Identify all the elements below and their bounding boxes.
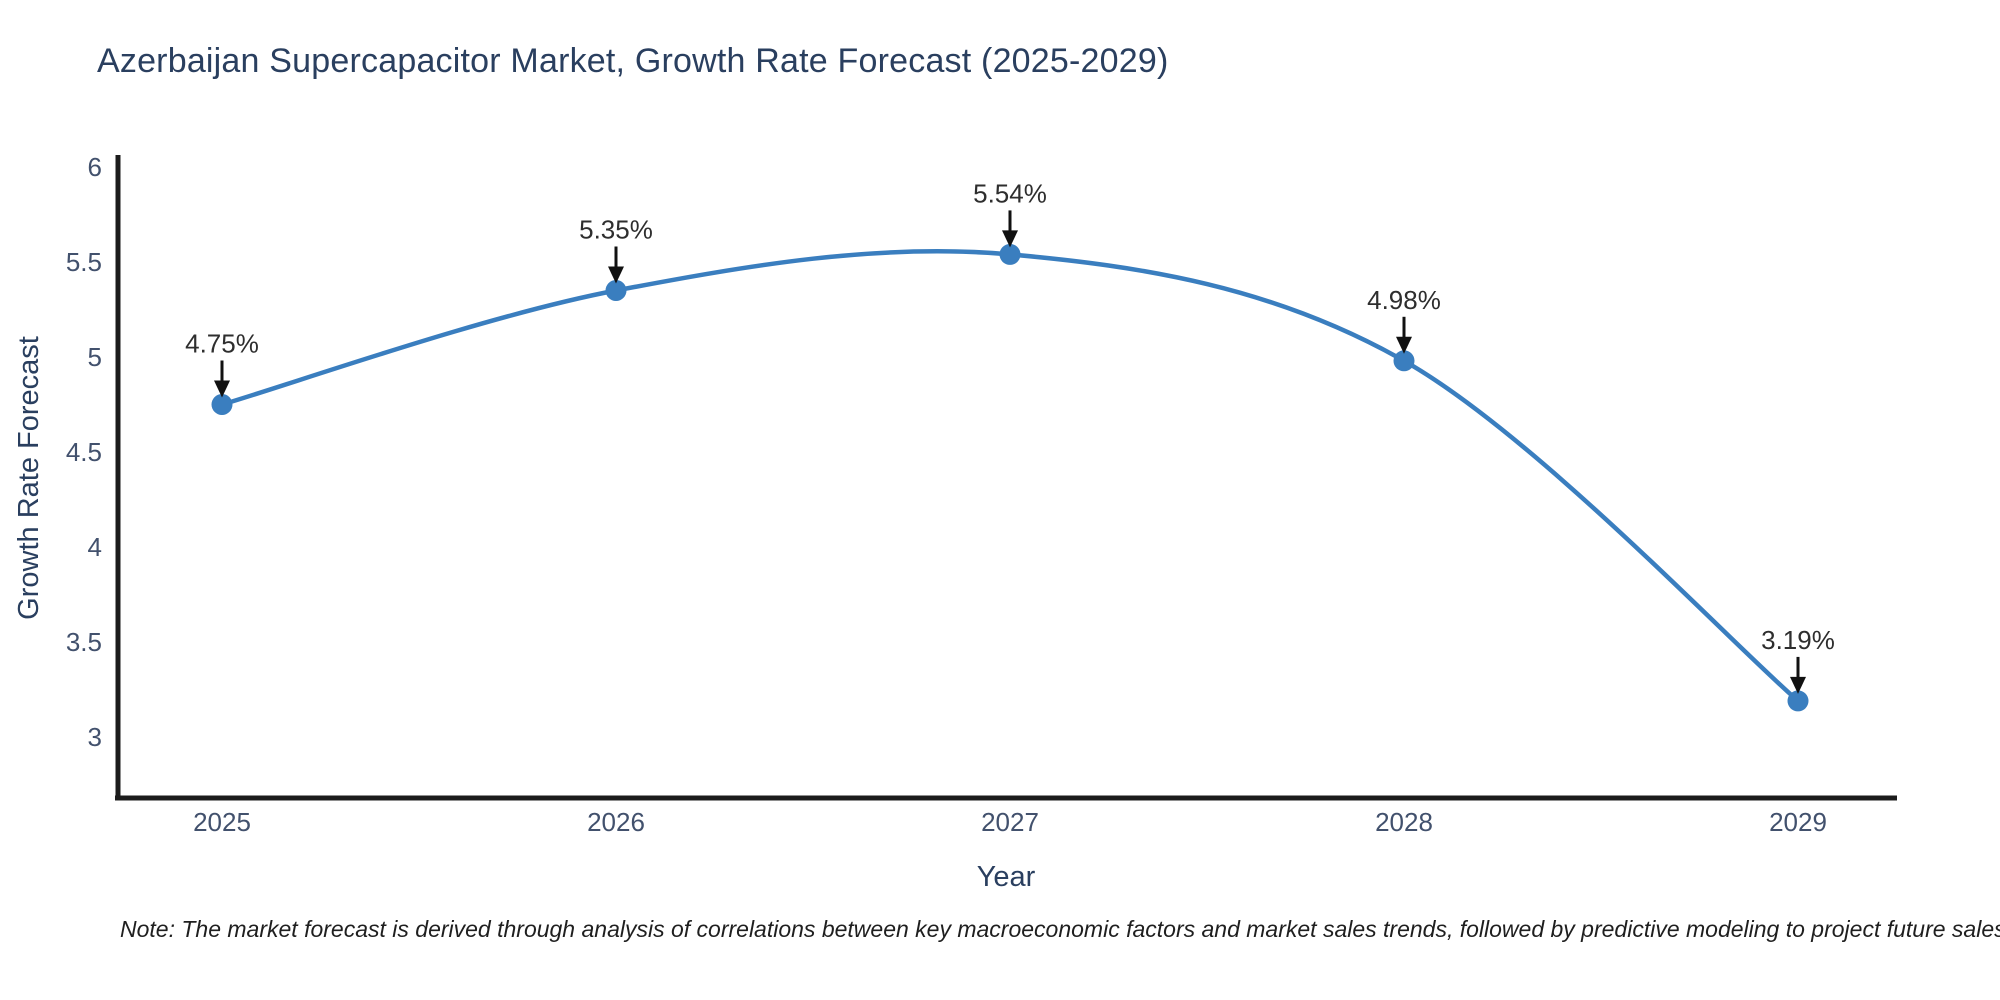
y-axis-title: Growth Rate Forecast	[13, 336, 45, 620]
annotation-arrowhead	[1790, 676, 1806, 694]
y-tick-label: 3.5	[66, 627, 102, 657]
x-tick-label: 2025	[193, 807, 251, 837]
y-tick-label: 6	[88, 152, 102, 182]
data-point-label: 4.75%	[185, 329, 259, 359]
x-tick-label: 2029	[1769, 807, 1827, 837]
y-tick-label: 3	[88, 722, 102, 752]
forecast-line	[219, 249, 1801, 704]
annotation-arrowhead	[1002, 230, 1018, 248]
data-point-label: 5.54%	[973, 178, 1047, 208]
data-point-label: 4.98%	[1367, 285, 1441, 315]
data-point-label: 5.35%	[579, 215, 653, 245]
y-tick-label: 4	[88, 532, 102, 562]
chart-title: Azerbaijan Supercapacitor Market, Growth…	[97, 42, 1169, 80]
data-point-marker	[1787, 690, 1809, 712]
data-point-marker	[999, 243, 1021, 265]
y-tick-label: 5	[88, 342, 102, 372]
data-point-marker	[1393, 350, 1415, 372]
footnote: Note: The market forecast is derived thr…	[120, 916, 2000, 942]
annotation-arrowhead	[1396, 336, 1412, 354]
x-tick-label: 2028	[1375, 807, 1433, 837]
data-point-marker	[211, 394, 233, 415]
annotation-arrowhead	[608, 266, 624, 284]
x-tick-label: 2027	[981, 807, 1039, 837]
x-tick-label: 2026	[587, 807, 645, 837]
y-tick-label: 5.5	[66, 247, 102, 277]
data-point-label: 3.19%	[1761, 625, 1835, 655]
data-point-marker	[605, 280, 627, 301]
y-tick-label: 4.5	[66, 437, 102, 467]
x-axis-title: Year	[977, 861, 1036, 893]
annotation-arrowhead	[214, 380, 230, 398]
